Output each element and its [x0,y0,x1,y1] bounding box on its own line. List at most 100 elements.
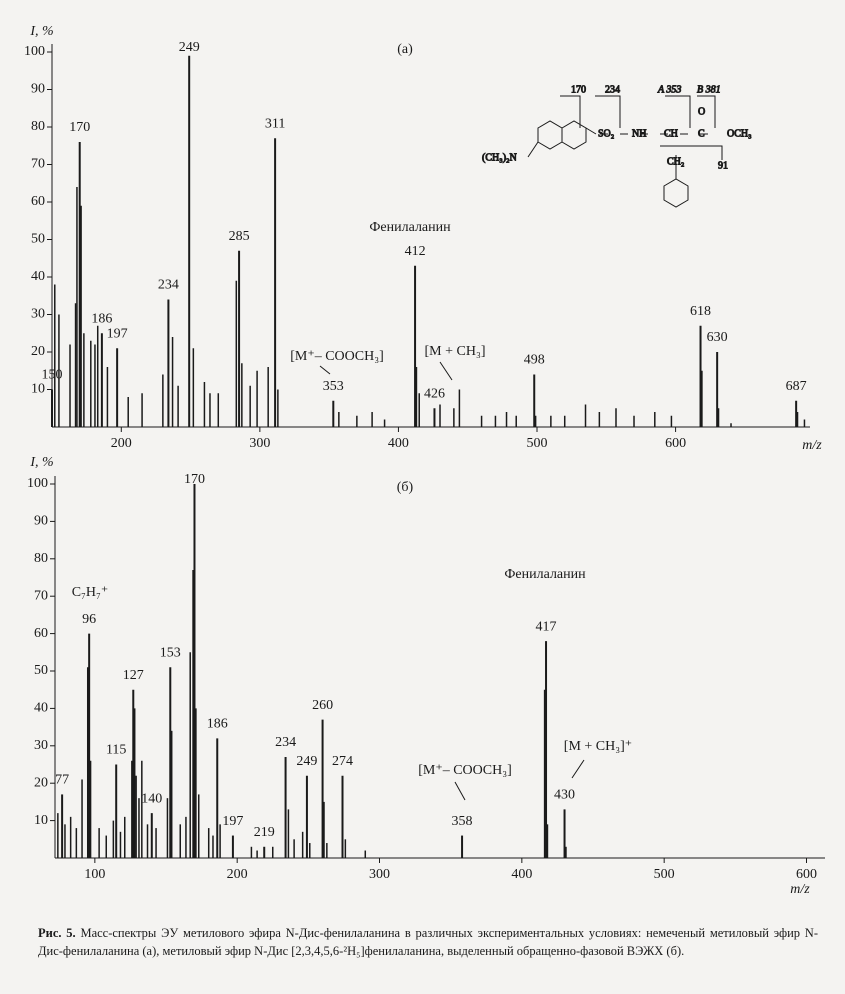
peak-label: 127 [123,668,144,683]
peak-label: 96 [82,612,96,627]
peak-label: 285 [229,229,250,244]
x-tick-label: 300 [369,867,390,882]
y-tick-label: 90 [34,514,48,529]
chart-title: (б) [397,480,414,495]
group: CH₂ [667,156,684,167]
peak-label: 618 [690,304,711,319]
y-tick-label: 50 [34,663,48,678]
peak-label: 417 [536,619,557,634]
peak-label: 274 [332,754,353,769]
group: CH [664,128,678,139]
peak-label: 186 [91,311,112,326]
frag-label: B 381 [697,84,721,95]
y-tick-label: 10 [34,813,48,828]
peak-label: 140 [141,791,162,806]
annotation: [M⁺– COOCH₃] [290,349,384,364]
y-tick-label: 90 [31,82,45,97]
x-tick-label: 200 [227,867,248,882]
caption-label: Рис. 5. [38,926,76,940]
x-tick-label: 600 [665,436,686,451]
annotation: Фенилаланин [369,220,451,235]
y-tick-label: 30 [34,738,48,753]
annotation: [M + CH₃]⁺ [564,739,632,754]
y-tick-label: 70 [31,157,45,172]
y-tick-label: 20 [34,775,48,790]
leader [454,781,466,801]
x-axis-title: m/z [802,438,822,453]
peak-label: 498 [524,353,545,368]
peak-label: 249 [296,754,317,769]
frag-line [660,145,723,160]
peak-label: 260 [312,698,333,713]
peak-label: 197 [107,326,128,341]
annotation: C₇H₇⁺ [72,585,109,600]
group: NH [632,128,646,139]
x-tick-label: 200 [111,436,132,451]
peak-label: 234 [275,735,296,750]
y-tick-label: 30 [31,307,45,322]
ring [561,120,587,150]
peak-label: 358 [452,814,473,829]
y-tick-label: 100 [24,44,45,59]
ring [537,120,563,150]
frag-label: A 353 [657,84,681,95]
annotation: [M⁺– COOCH₃] [418,763,512,778]
peak-label: 249 [179,40,200,55]
peak-label: 412 [405,244,426,259]
peak-label: 430 [554,788,575,803]
ring [663,178,689,208]
peak-label: 115 [106,743,126,758]
peak-label: 426 [424,386,445,401]
y-tick-label: 20 [31,344,45,359]
frag-label: 91 [718,160,728,171]
group: (CH₃)₂N [482,152,517,163]
structure: 170 234 A 353 B 381 91 (CH₃)₂N SO₂ NH CH… [482,84,752,208]
peak-label: 687 [786,379,807,394]
frag-label: 170 [571,84,586,95]
y-tick-label: 60 [34,626,48,641]
peak-label: 170 [69,120,90,135]
y-tick-label: 80 [34,551,48,566]
x-tick-label: 100 [84,867,105,882]
annotation: Фенилаланин [504,567,586,582]
leader [439,361,453,381]
bond [527,141,539,158]
frag-line [560,95,581,128]
annotation: [M + CH₃] [425,344,486,359]
x-tick-label: 600 [796,867,817,882]
group: C [698,128,705,139]
peak-label: 153 [160,645,181,660]
y-tick-label: 70 [34,588,48,603]
x-tick-label: 400 [511,867,532,882]
x-tick-label: 300 [249,436,270,451]
y-axis-title: I, % [29,455,53,470]
peak-label: 219 [254,825,275,840]
group: O [698,106,705,117]
peak-label: 170 [184,472,205,487]
peak-label: 197 [222,814,243,829]
y-tick-label: 50 [31,232,45,247]
caption-text: Масс-спектры ЭУ метилового эфира N-Дис-ф… [38,926,818,958]
frag-line [697,95,716,128]
leader [319,365,331,375]
x-tick-label: 400 [388,436,409,451]
y-tick-label: 100 [27,476,48,491]
y-tick-label: 40 [34,701,48,716]
group: SO₂ [598,128,614,139]
y-tick-label: 80 [31,119,45,134]
y-tick-label: 40 [31,269,45,284]
group: OCH₃ [727,128,752,139]
chart-title: (а) [397,42,413,57]
y-axis-title: I, % [29,24,53,39]
peak-label: 630 [707,330,728,345]
leader [571,759,585,779]
y-tick-label: 60 [31,194,45,209]
peak-label: 186 [207,717,228,732]
figure: 170 234 A 353 B 381 91 (CH₃)₂N SO₂ NH CH… [24,24,825,897]
peak-label: 353 [323,379,344,394]
caption: Рис. 5. Масс-спектры ЭУ метилового эфира… [38,924,818,960]
peak-label: 234 [158,278,179,293]
frag-line [595,95,621,128]
y-tick-label: 10 [31,382,45,397]
peak-label: 150 [42,368,63,383]
